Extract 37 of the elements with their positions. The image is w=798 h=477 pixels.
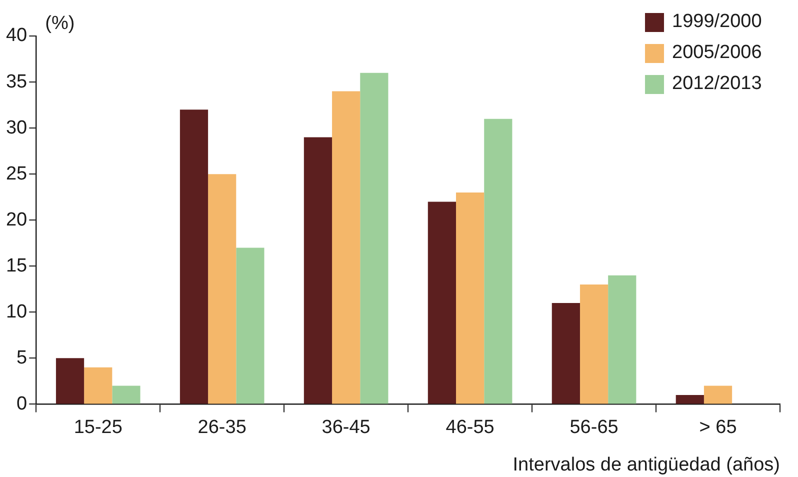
bar — [428, 202, 456, 404]
bar — [608, 275, 636, 404]
y-tick-label: 0 — [16, 393, 28, 414]
x-axis-title: Intervalos de antigüedad (años) — [512, 454, 780, 476]
bar — [180, 110, 208, 404]
x-tick-label: 36-45 — [322, 416, 370, 438]
bar — [304, 137, 332, 404]
bar — [56, 358, 84, 404]
bar — [332, 91, 360, 404]
legend-label: 2005/2006 — [672, 42, 762, 64]
bar — [360, 72, 388, 404]
legend-label: 2012/2013 — [672, 73, 762, 94]
x-tick-label: 15-25 — [74, 416, 122, 438]
bar — [676, 394, 704, 404]
y-tick-label: 40 — [6, 25, 28, 46]
bar — [112, 386, 140, 404]
y-tick-label: 5 — [16, 347, 28, 368]
bar — [552, 302, 580, 404]
bar — [484, 118, 512, 404]
y-tick-label: 10 — [6, 301, 28, 322]
y-axis-title: (%) — [45, 13, 75, 34]
bar — [580, 284, 608, 404]
bar — [236, 248, 264, 404]
bar — [208, 174, 236, 404]
x-tick-label: 26-35 — [198, 416, 246, 438]
bar — [704, 386, 732, 404]
bar — [84, 367, 112, 404]
y-tick-label: 35 — [6, 71, 28, 92]
y-tick-label: 15 — [6, 255, 28, 276]
x-tick-label: 56-65 — [570, 416, 618, 438]
x-tick-label: > 65 — [699, 416, 737, 438]
y-tick-label: 20 — [6, 209, 28, 230]
y-tick-label: 25 — [6, 163, 28, 184]
bar — [456, 192, 484, 404]
legend-label: 1999/2000 — [672, 11, 762, 32]
y-tick-label: 30 — [6, 117, 28, 138]
x-tick-label: 46-55 — [446, 416, 494, 438]
